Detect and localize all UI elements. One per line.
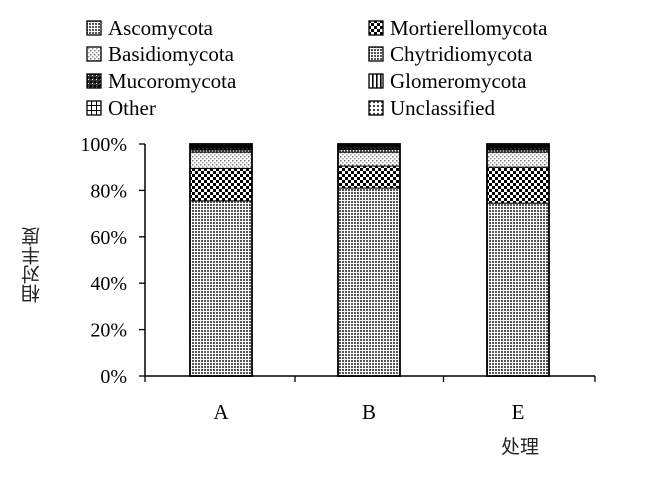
legend-swatch bbox=[86, 20, 102, 36]
legend-swatch bbox=[368, 46, 384, 62]
bar-segment-ascomycota-b bbox=[337, 187, 401, 377]
legend-swatch bbox=[368, 20, 384, 36]
bar-outline bbox=[189, 143, 253, 377]
y-tick-label: 100% bbox=[80, 134, 127, 156]
legend-label: Glomeromycota bbox=[390, 69, 527, 93]
bar-segment-basidiomycota-a bbox=[189, 151, 253, 169]
y-tick-label: 20% bbox=[90, 320, 127, 342]
legend-label: Chytridiomycota bbox=[390, 42, 533, 66]
bar-segment-ascomycota-e bbox=[486, 202, 550, 377]
x-tick-label: B bbox=[362, 400, 376, 424]
y-axis-title: 相对丰度 bbox=[21, 227, 43, 303]
legend-item-other: Other bbox=[86, 97, 156, 119]
legend-label: Other bbox=[108, 96, 156, 120]
x-tick-label: E bbox=[512, 400, 525, 424]
legend: Ascomycota Mortierellomycota Basidiomycota… bbox=[0, 0, 655, 130]
legend-item-chytridiomycota: Chytridiomycota bbox=[368, 43, 532, 65]
legend-item-glomeromycota: Glomeromycota bbox=[368, 70, 526, 92]
bar-segment-ascomycota-a bbox=[189, 200, 253, 377]
legend-swatch bbox=[86, 73, 102, 89]
bar-outline bbox=[486, 143, 550, 377]
legend-item-mucoromycota: Mucoromycota bbox=[86, 70, 236, 92]
y-tick-label: 60% bbox=[90, 227, 127, 249]
bar-segment-basidiomycota-e bbox=[486, 151, 550, 168]
y-tick-label: 0% bbox=[100, 366, 127, 388]
y-tick-label: 80% bbox=[90, 180, 127, 202]
legend-item-unclassified: Unclassified bbox=[368, 97, 495, 119]
legend-item-mortierellomycota: Mortierellomycota bbox=[368, 17, 547, 39]
legend-label: Ascomycota bbox=[108, 16, 213, 40]
legend-item-basidiomycota: Basidiomycota bbox=[86, 43, 234, 65]
legend-item-ascomycota: Ascomycota bbox=[86, 17, 213, 39]
bar-segment-mortierellomycota-b bbox=[337, 165, 401, 189]
legend-label: Mucoromycota bbox=[108, 69, 237, 93]
legend-swatch bbox=[368, 100, 384, 116]
bar-segment-mortierellomycota-a bbox=[189, 167, 253, 202]
x-tick-label: A bbox=[213, 400, 229, 424]
legend-label: Mortierellomycota bbox=[390, 16, 548, 40]
legend-label: Unclassified bbox=[390, 96, 495, 120]
bar-segment-basidiomycota-b bbox=[337, 151, 401, 167]
bar-outline bbox=[337, 143, 401, 377]
x-axis-title: 处理 bbox=[500, 436, 539, 458]
legend-swatch bbox=[86, 100, 102, 116]
bar-segment-mortierellomycota-e bbox=[486, 166, 550, 204]
legend-swatch bbox=[86, 46, 102, 62]
legend-swatch bbox=[368, 73, 384, 89]
y-tick-label: 40% bbox=[90, 273, 127, 295]
legend-label: Basidiomycota bbox=[108, 42, 234, 66]
